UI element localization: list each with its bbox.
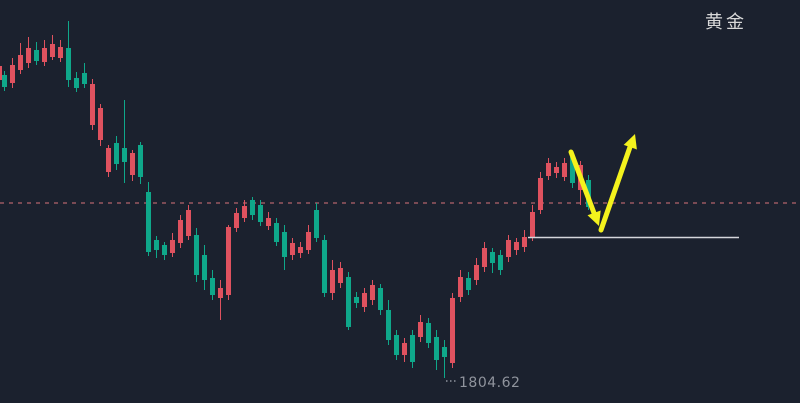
candle-body (386, 310, 391, 340)
candle-body (546, 163, 551, 176)
candle-body (178, 220, 183, 243)
candle-body (482, 248, 487, 267)
candle-body (66, 48, 71, 80)
candle-body (18, 55, 23, 70)
candle-body (346, 277, 351, 327)
candle-body (474, 265, 479, 280)
candle-body (314, 210, 319, 238)
candle-body (434, 337, 439, 360)
candle-body (402, 343, 407, 355)
candle-body (410, 335, 415, 362)
candle-body (466, 278, 471, 290)
candle-body (194, 235, 199, 275)
candle-body (282, 232, 287, 257)
chart-title: 黄金 (705, 12, 747, 33)
candle-body (274, 223, 279, 242)
candle-body (42, 48, 47, 62)
candle-body (170, 240, 175, 253)
candle-body (538, 178, 543, 210)
candle-body (330, 270, 335, 293)
up-arrow-head-icon (623, 134, 637, 150)
candle-body (162, 245, 167, 255)
candle-body (58, 47, 63, 58)
up-arrow-shaft-icon (598, 144, 633, 233)
candle-body (210, 278, 215, 295)
candle-body (82, 73, 87, 84)
candle-body (154, 240, 159, 250)
candle-body (490, 252, 495, 263)
candle-body (122, 148, 127, 162)
candle-body (202, 255, 207, 280)
candle-body (146, 192, 151, 252)
candle-body (114, 143, 119, 164)
candle-body (218, 288, 223, 298)
candle-body (130, 153, 135, 175)
candle-body (10, 65, 15, 83)
candle-body (530, 212, 535, 237)
candle-body (562, 163, 567, 177)
low-price-label: 1804.62 (459, 375, 521, 391)
candle-body (226, 227, 231, 295)
candle-body (514, 242, 519, 250)
candle-body (442, 347, 447, 357)
candle-body (506, 240, 511, 257)
candle-body (74, 78, 79, 88)
candle-body (26, 48, 31, 63)
candle-body (50, 44, 55, 57)
candle-body (418, 322, 423, 337)
candle-body (522, 237, 527, 247)
candle-body (458, 277, 463, 297)
candle-body (90, 84, 95, 125)
candle-body (370, 285, 375, 300)
down-arrow-shaft-icon (568, 149, 597, 216)
candle-body (250, 200, 255, 215)
candle-body (450, 298, 455, 363)
down-arrow-head-icon (587, 210, 601, 226)
candle-body (34, 50, 39, 61)
candle-body (306, 232, 311, 250)
candle-body (266, 218, 271, 226)
candle-body (0, 66, 2, 80)
candle-body (362, 293, 367, 307)
candle-body (426, 323, 431, 343)
candle-body (298, 247, 303, 253)
candle-body (354, 297, 359, 303)
candle-body (106, 148, 111, 172)
candle-body (554, 167, 559, 173)
candle-body (186, 210, 191, 236)
candle-body (2, 75, 7, 87)
candle-body (338, 268, 343, 283)
candle-body (322, 240, 327, 293)
candle-body (570, 157, 575, 183)
candle-body (378, 288, 383, 310)
candle-body (394, 335, 399, 355)
candle-body (242, 206, 247, 218)
candle-body (98, 108, 103, 140)
candle-body (234, 213, 239, 228)
candle-body (498, 255, 503, 270)
candle-body (258, 205, 263, 222)
candle-body (290, 243, 295, 255)
candle-body (138, 145, 143, 177)
